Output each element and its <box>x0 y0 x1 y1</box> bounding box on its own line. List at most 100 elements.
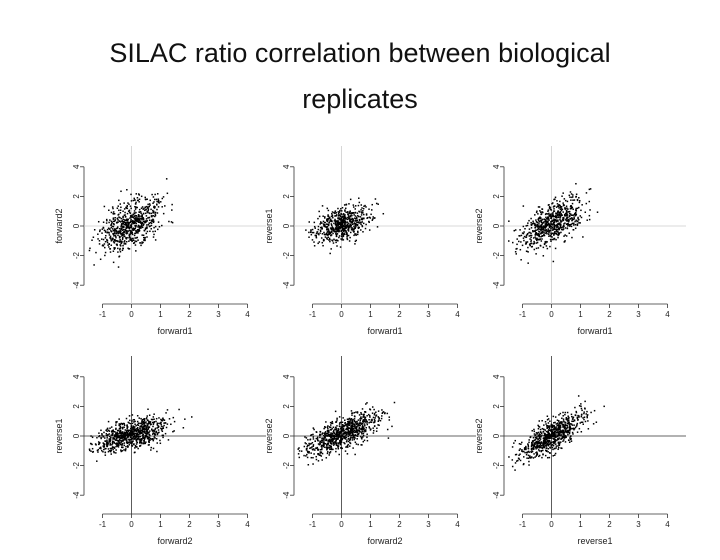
y-tick-label: -2 <box>492 461 501 469</box>
data-point <box>557 448 559 451</box>
data-point <box>586 410 588 413</box>
data-point <box>110 453 112 455</box>
data-point <box>350 427 352 429</box>
data-point <box>332 439 334 442</box>
data-point <box>536 443 538 445</box>
data-point <box>119 425 122 428</box>
data-point <box>327 234 329 236</box>
data-point <box>565 217 568 220</box>
data-point <box>352 230 354 232</box>
data-point <box>361 207 363 209</box>
data-point <box>354 222 357 225</box>
data-point <box>357 419 360 421</box>
data-point <box>124 436 127 438</box>
data-point <box>339 435 342 438</box>
data-point <box>153 206 155 209</box>
data-point <box>565 418 567 421</box>
data-point <box>555 436 557 438</box>
data-point <box>128 234 130 236</box>
data-point <box>361 430 364 433</box>
data-point <box>146 419 149 421</box>
data-point <box>325 233 328 236</box>
data-point <box>162 419 165 421</box>
x-tick-label: 4 <box>455 310 460 319</box>
data-point <box>152 196 155 198</box>
data-point <box>327 443 329 445</box>
data-point <box>351 437 354 439</box>
data-point <box>116 444 118 446</box>
data-point <box>374 419 376 422</box>
data-point <box>119 216 121 219</box>
data-point <box>515 460 518 462</box>
data-point <box>564 441 567 443</box>
data-point <box>120 450 122 453</box>
data-point <box>103 431 105 434</box>
data-point <box>532 237 535 239</box>
data-point <box>361 431 363 434</box>
data-point <box>157 221 160 223</box>
data-point <box>321 226 323 229</box>
data-point <box>327 429 330 432</box>
data-point <box>135 439 138 442</box>
data-point <box>329 429 332 431</box>
data-point <box>550 423 553 426</box>
data-point <box>326 220 329 223</box>
data-point <box>110 224 112 226</box>
data-point <box>361 428 364 431</box>
data-point <box>568 210 570 213</box>
y-tick-label: 2 <box>282 404 291 409</box>
data-point <box>337 225 340 227</box>
data-point <box>360 417 363 420</box>
data-point <box>538 434 540 437</box>
data-point <box>135 222 138 225</box>
data-point <box>562 433 565 435</box>
data-point <box>341 434 343 436</box>
data-point <box>543 231 545 233</box>
data-point <box>329 227 332 229</box>
data-point <box>127 223 130 226</box>
data-point <box>533 230 535 233</box>
data-point <box>538 420 541 422</box>
data-point <box>546 418 549 421</box>
y-tick-label: 2 <box>72 404 81 409</box>
data-point <box>380 417 383 420</box>
x-tick-label: -1 <box>99 310 107 319</box>
data-point <box>347 426 349 428</box>
data-point <box>547 217 550 220</box>
data-point <box>362 434 365 437</box>
data-point <box>347 424 350 426</box>
data-point <box>148 414 151 417</box>
data-point <box>353 434 356 437</box>
data-point <box>112 437 115 440</box>
data-point <box>560 231 562 234</box>
data-point <box>343 441 345 444</box>
data-point <box>546 217 548 220</box>
data-point <box>345 428 347 431</box>
data-point <box>151 418 154 421</box>
data-point <box>138 230 140 232</box>
data-point <box>113 248 116 250</box>
data-point <box>140 212 142 215</box>
data-point <box>584 211 587 213</box>
data-point <box>554 436 556 439</box>
data-point <box>93 264 95 266</box>
data-point <box>554 247 557 250</box>
data-point <box>534 227 536 229</box>
data-point <box>537 442 539 445</box>
data-point <box>147 223 150 226</box>
data-point <box>135 424 137 427</box>
data-point <box>128 415 131 417</box>
data-point <box>334 239 337 242</box>
data-point <box>136 426 139 429</box>
data-point <box>157 429 160 431</box>
data-point <box>352 428 354 430</box>
data-point <box>108 450 111 452</box>
data-point <box>568 431 571 434</box>
data-point <box>351 227 354 229</box>
data-point <box>148 433 151 436</box>
data-point <box>115 452 117 454</box>
data-point <box>142 212 145 215</box>
data-point <box>563 439 565 441</box>
